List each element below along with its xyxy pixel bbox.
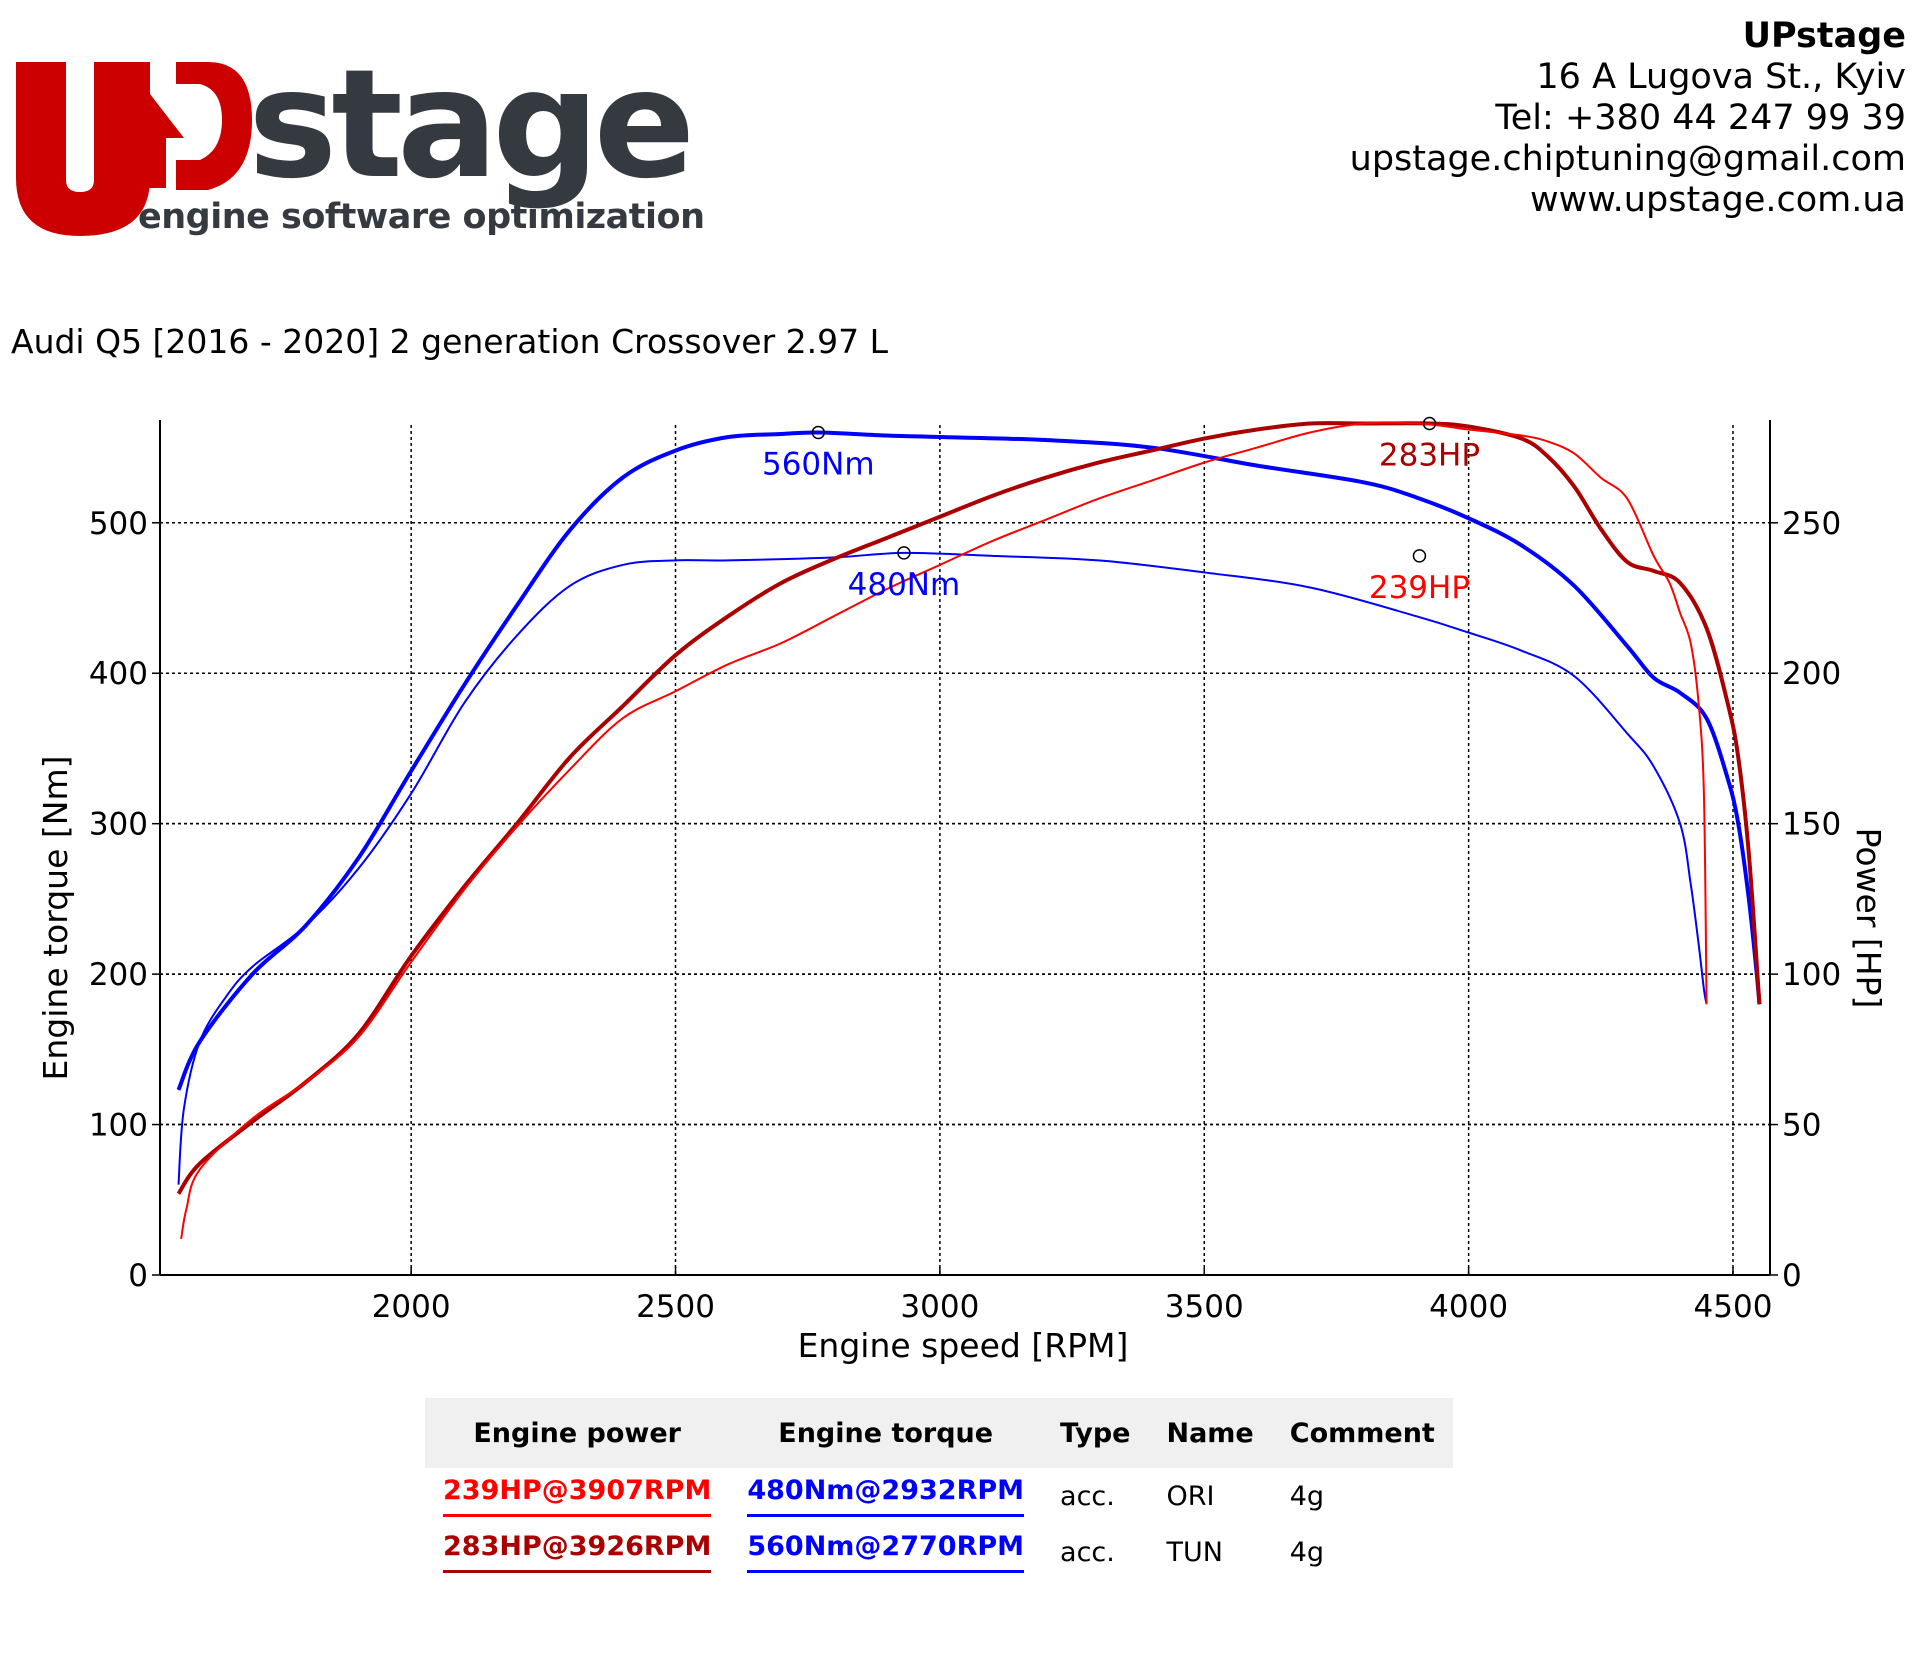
contact-block: UPstage 16 A Lugova St., Kyiv Tel: +380 … (1350, 16, 1906, 221)
header-name: Name (1148, 1398, 1272, 1468)
x-tick-label: 4500 (1694, 1289, 1773, 1325)
peak-marker (1422, 416, 1437, 431)
torque-value: 560Nm@2770RPM (747, 1531, 1025, 1573)
header-comment: Comment (1271, 1398, 1453, 1468)
company-name: UPstage (1742, 16, 1906, 56)
y-tick-label-right: 250 (1782, 506, 1841, 542)
y-axis-label-left: Engine torque [Nm] (36, 756, 75, 1081)
email[interactable]: upstage.chiptuning@gmail.com (1349, 139, 1906, 179)
series-lines (176, 421, 1762, 1240)
x-axis-label: Engine speed [RPM] (798, 1326, 1129, 1365)
type-cell: acc. (1060, 1536, 1115, 1568)
y-tick-label-left: 200 (89, 957, 148, 993)
torque-value: 480Nm@2932RPM (747, 1475, 1025, 1517)
peak-label: 560Nm (762, 447, 875, 483)
peak-markers: 560Nm 480Nm 283HP 239HP (762, 416, 1480, 606)
table-row: 239HP@3907RPM 480Nm@2932RPM acc. ORI 4g (425, 1468, 1453, 1524)
peak-label: 480Nm (848, 567, 961, 603)
y-tick-label-right: 0 (1782, 1258, 1802, 1294)
logo-tagline: engine software optimization (138, 197, 705, 237)
torque-cell: 560Nm@2770RPM (729, 1524, 1042, 1580)
peak-label: 283HP (1379, 437, 1480, 473)
dyno-chart: 2000 2500 3000 3500 4000 45000100200300400500… (36, 416, 1888, 1365)
phone: Tel: +380 44 247 99 39 (1495, 98, 1906, 138)
x-tick-label: 2500 (636, 1289, 715, 1325)
y-axis-label-right: Power [HP] (1849, 828, 1888, 1009)
y-tick-label-left: 300 (89, 807, 148, 843)
x-tick-label: 3500 (1165, 1289, 1244, 1325)
header-type: Type (1042, 1398, 1149, 1468)
y-tick-label-right: 100 (1782, 957, 1841, 993)
comment-cell: 4g (1289, 1480, 1325, 1512)
peak-marker (1412, 549, 1427, 563)
name-cell: TUN (1166, 1536, 1223, 1568)
logo-p-bowl (176, 62, 252, 190)
peak-label: 239HP (1369, 570, 1470, 606)
power-cell: 239HP@3907RPM (425, 1468, 729, 1524)
series-line-2 (176, 421, 1762, 1195)
header-engine-power: Engine power (425, 1398, 730, 1468)
y-tick-label-left: 100 (89, 1108, 148, 1144)
y-tick-label-right: 150 (1782, 807, 1841, 843)
y-tick-label-right: 50 (1782, 1108, 1821, 1144)
y-tick-label-left: 400 (89, 656, 148, 692)
axes: 2000 2500 3000 3500 4000 45000100200300400500… (89, 420, 1841, 1325)
car-title: Audi Q5 [2016 - 2020] 2 generation Cross… (11, 322, 888, 361)
comment-cell: 4g (1289, 1536, 1325, 1568)
torque-cell: 480Nm@2932RPM (729, 1468, 1042, 1524)
type-cell: acc. (1060, 1480, 1115, 1512)
x-tick-label: 4000 (1429, 1289, 1508, 1325)
x-tick-label: 2000 (372, 1289, 451, 1325)
series-line-1 (177, 551, 1708, 1185)
power-value: 283HP@3926RPM (443, 1531, 712, 1573)
logo-arrow-icon (116, 94, 184, 188)
upstage-logo: stage engine software optimization (16, 38, 705, 237)
y-tick-label-left: 500 (89, 506, 148, 542)
peak-marker (811, 425, 826, 440)
series-line-0 (176, 430, 1762, 1091)
y-tick-label-left: 0 (128, 1258, 148, 1294)
table-header-row: Engine power Engine torque Type Name Com… (425, 1398, 1453, 1468)
address: 16 A Lugova St., Kyiv (1536, 57, 1906, 97)
x-tick-label: 3000 (900, 1289, 979, 1325)
name-cell: ORI (1166, 1480, 1215, 1512)
grid (160, 425, 1770, 1275)
power-cell: 283HP@3926RPM (425, 1524, 729, 1580)
series-line-3 (180, 421, 1708, 1240)
logo-u-shape (16, 62, 150, 236)
header-engine-torque: Engine torque (729, 1398, 1043, 1468)
table-row: 283HP@3926RPM 560Nm@2770RPM acc. TUN 4g (425, 1524, 1453, 1580)
power-value: 239HP@3907RPM (443, 1475, 712, 1517)
results-table: Engine power Engine torque Type Name Com… (425, 1398, 1453, 1580)
website[interactable]: www.upstage.com.ua (1530, 180, 1906, 220)
y-tick-label-right: 200 (1782, 656, 1841, 692)
logo-stage-text: stage (248, 38, 689, 212)
peak-marker (897, 546, 911, 560)
